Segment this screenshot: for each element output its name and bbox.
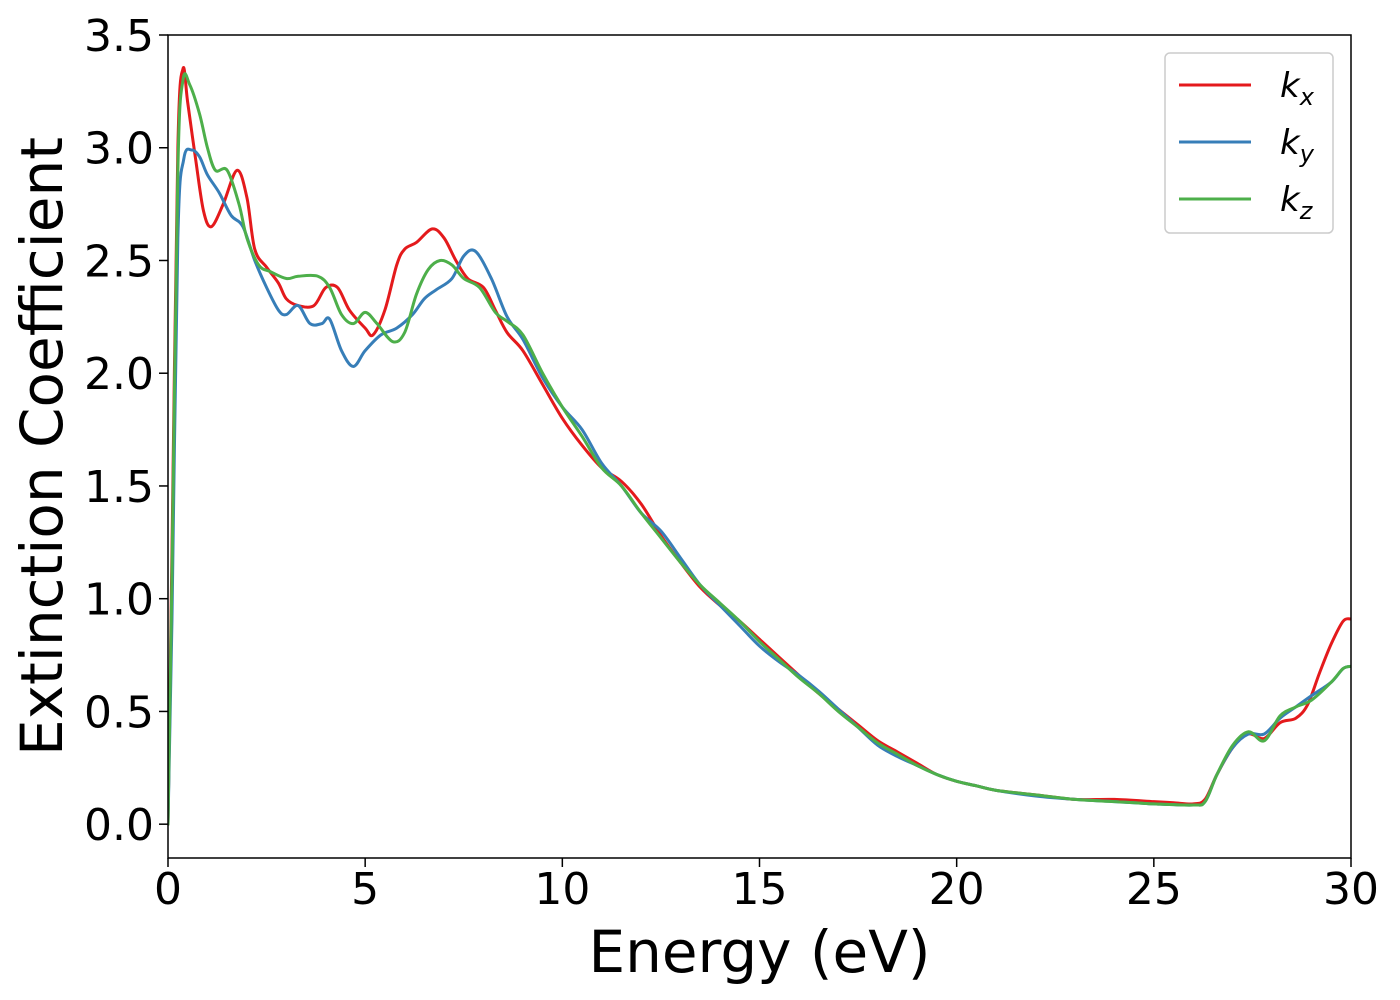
series-line-kx: [168, 66, 1351, 826]
y-axis: 0.0 0.5 1.0 1.5 2.0 2.5 3.0 3.5: [84, 11, 168, 851]
x-tick-label: 25: [1126, 864, 1182, 915]
x-axis-title: Energy (eV): [588, 918, 930, 986]
x-axis: 0 5 10 15 20 25 30: [154, 858, 1379, 915]
y-tick-label: 0.5: [84, 687, 154, 738]
x-tick-label: 10: [534, 864, 590, 915]
legend-label-subscript: z: [1299, 197, 1314, 225]
y-tick-label: 1.0: [84, 575, 154, 626]
y-tick-label: 2.5: [84, 236, 154, 287]
x-tick-label: 20: [929, 864, 985, 915]
series-layer: [168, 66, 1351, 826]
y-axis-title: Extinction Coefficient: [8, 137, 76, 756]
y-tick-label: 3.5: [84, 11, 154, 62]
legend-label-main: k: [1280, 180, 1301, 220]
x-tick-label: 0: [154, 864, 182, 915]
legend-label-kx: kx: [1280, 66, 1315, 111]
y-tick-label: 3.0: [84, 124, 154, 175]
x-tick-label: 15: [732, 864, 788, 915]
legend-label-ky: ky: [1280, 123, 1315, 168]
y-tick-label: 1.5: [84, 462, 154, 513]
legend-label-main: k: [1280, 66, 1301, 106]
legend-label-kz: kz: [1280, 180, 1314, 225]
series-line-kz: [168, 72, 1351, 826]
legend-label-subscript: y: [1299, 140, 1315, 168]
y-tick-label: 0.0: [84, 800, 154, 851]
legend-label-main: k: [1280, 123, 1301, 163]
x-tick-label: 30: [1323, 864, 1379, 915]
x-tick-label: 5: [351, 864, 379, 915]
y-tick-label: 2.0: [84, 349, 154, 400]
legend-label-subscript: x: [1299, 83, 1315, 111]
